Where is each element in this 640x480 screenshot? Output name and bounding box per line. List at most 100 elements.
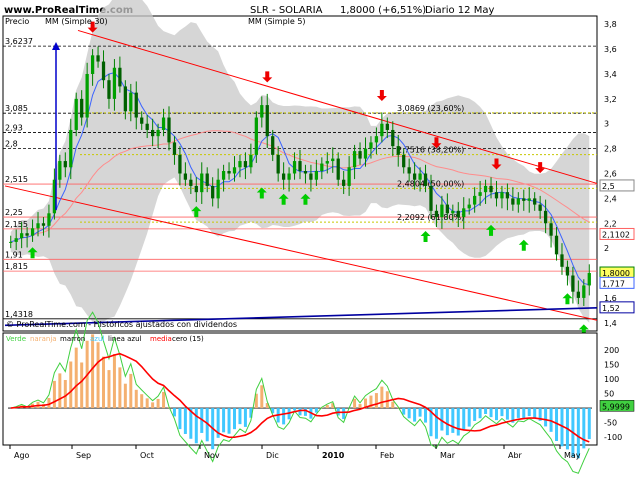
- badge-close: 1,8000: [602, 269, 630, 278]
- badge-mm30-box: [599, 227, 635, 240]
- candle-body: [363, 148, 368, 159]
- up-arrow: [486, 224, 497, 236]
- candle-body: [260, 105, 264, 118]
- indicator-axis-tick: -100: [604, 433, 622, 442]
- x-axis-label: Nov: [204, 451, 220, 460]
- x-axis-label: Feb: [380, 451, 394, 460]
- candle-body: [85, 73, 89, 118]
- candle-body: [211, 185, 215, 199]
- candle-body: [309, 173, 313, 180]
- candle-body: [478, 192, 482, 196]
- x-axis-label: Mar: [440, 451, 456, 460]
- candle-body: [63, 161, 67, 168]
- candle-body: [396, 146, 400, 155]
- quote-label: 1,8000 (+6,51%): [340, 5, 426, 16]
- candle-body: [402, 154, 406, 168]
- x-axis-label: Abr: [508, 451, 523, 460]
- price-axis-tick: 3,2: [604, 95, 617, 104]
- fib-label: 3,0869 (23,60%): [397, 104, 464, 113]
- down-arrow: [262, 71, 273, 83]
- candle-body: [494, 192, 499, 199]
- candle-body: [287, 173, 291, 180]
- candle-body: [123, 86, 127, 112]
- ind-legend-lineaazul: linea azul: [108, 335, 142, 343]
- candle-body: [380, 123, 384, 137]
- candle-body: [473, 195, 477, 205]
- candle-body: [281, 173, 286, 180]
- candle-body: [243, 161, 248, 168]
- badge-mm5: 1,717: [602, 279, 625, 288]
- candle-body: [221, 171, 226, 180]
- level-label: 3,6237: [5, 37, 33, 46]
- candle-body: [412, 173, 417, 180]
- badge-blue-line-box: [599, 301, 635, 314]
- candle-body: [189, 179, 193, 186]
- up-arrow: [191, 206, 202, 218]
- candle-body: [440, 204, 444, 218]
- candle-body: [500, 192, 504, 199]
- candle-body: [41, 223, 46, 226]
- badge-mm5-box: [599, 276, 635, 289]
- badge-mm30: 2,1102: [602, 230, 630, 239]
- price-axis-tick: 1,6: [604, 294, 617, 303]
- level-label: 1,91: [5, 250, 23, 259]
- ind-legend-marron: marron: [60, 335, 85, 343]
- candle-body: [194, 185, 198, 193]
- candle-body: [112, 67, 117, 99]
- candle-body: [232, 167, 237, 174]
- legend-mm30: MM (Simple 30): [45, 17, 108, 26]
- lower-channel-line: [4, 185, 598, 321]
- candle-body: [543, 210, 548, 224]
- candle-body: [271, 136, 275, 155]
- ind-legend-verde: Verde: [6, 335, 26, 343]
- candle-body: [325, 161, 329, 164]
- indicator-green-line: [10, 311, 590, 474]
- candle-body: [560, 254, 564, 267]
- candle-body: [292, 161, 297, 174]
- candle-body: [205, 173, 209, 186]
- candle-body: [52, 179, 57, 214]
- candle-body: [331, 158, 335, 162]
- level-label: 2,25: [5, 208, 23, 217]
- candle-body: [156, 129, 160, 137]
- down-arrow: [431, 137, 442, 149]
- candle-body: [298, 161, 302, 172]
- down-arrow: [87, 21, 98, 33]
- upper-channel-line: [77, 29, 598, 184]
- period-label: Diario 12 May: [425, 5, 494, 16]
- legend-mm5: MM (Simple 5): [248, 17, 306, 26]
- candle-body: [200, 173, 204, 193]
- level-label: 2,93: [5, 123, 23, 132]
- candle-body: [347, 167, 351, 186]
- x-axis-label: 2010: [322, 451, 345, 460]
- candle-body: [96, 55, 100, 62]
- indicator-panel: [2, 332, 598, 446]
- candle-body: [227, 171, 231, 174]
- candle-body: [565, 266, 570, 276]
- candle-body: [358, 151, 362, 159]
- candle-body: [145, 123, 149, 130]
- footnote: © ProRealTime.com - Históricos ajustados…: [6, 319, 237, 329]
- price-axis-tick: 3,8: [604, 20, 617, 29]
- candle-body: [374, 136, 379, 143]
- ind-legend-naranja: naranja: [30, 335, 57, 343]
- candle-body: [183, 173, 188, 180]
- legend-precio: Precio: [5, 17, 29, 26]
- candle-body: [118, 67, 122, 87]
- candle-body: [533, 198, 537, 205]
- price-axis-tick: 2,2: [604, 219, 617, 228]
- candle-body: [467, 204, 471, 209]
- candle-body: [167, 117, 171, 143]
- badge-upper-trend: 2,5: [602, 182, 615, 191]
- candle-body: [576, 291, 580, 298]
- up-arrow: [518, 239, 529, 251]
- candle-body: [549, 223, 553, 236]
- indicator-axis-tick: 200: [604, 346, 619, 355]
- price-axis-tick: 3,4: [604, 70, 617, 79]
- candle-body: [522, 198, 526, 201]
- candle-body: [150, 129, 155, 137]
- level-label: 2,155: [5, 220, 28, 229]
- level-label: 2,515: [5, 175, 28, 184]
- candle-body: [129, 92, 133, 112]
- candle-body: [369, 142, 373, 149]
